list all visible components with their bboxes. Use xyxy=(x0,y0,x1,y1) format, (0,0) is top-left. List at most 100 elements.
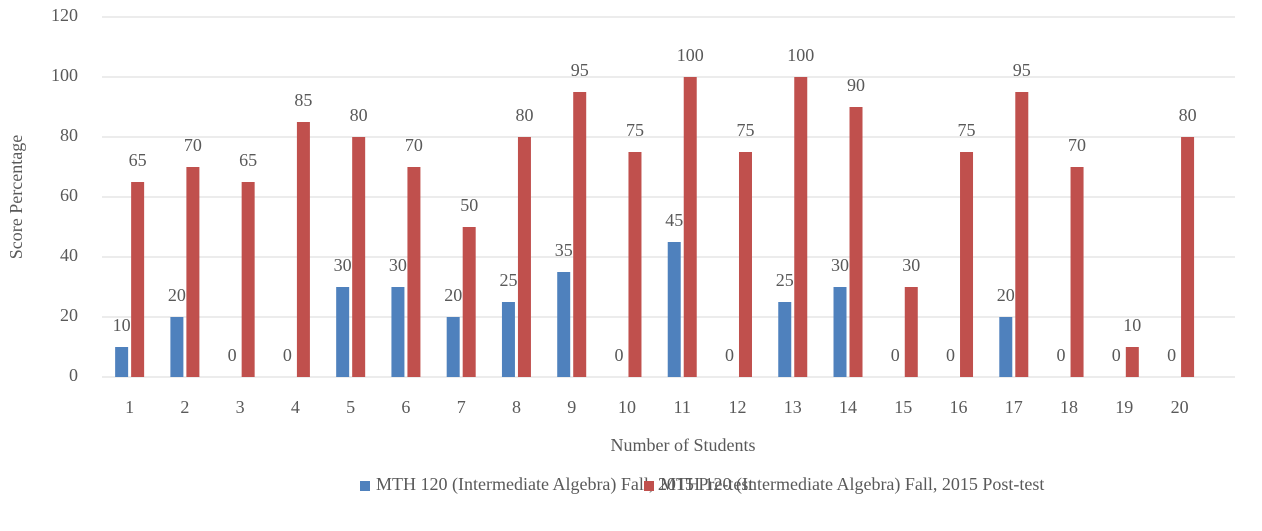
bar xyxy=(738,152,752,377)
data-label: 0 xyxy=(1167,345,1176,365)
bar xyxy=(849,107,863,377)
data-label: 90 xyxy=(847,75,865,95)
data-label: 10 xyxy=(1123,315,1141,335)
x-tick-label: 7 xyxy=(457,397,466,417)
data-label: 30 xyxy=(334,255,352,275)
x-tick-label: 14 xyxy=(839,397,857,417)
bar xyxy=(170,317,184,377)
data-label: 65 xyxy=(239,150,257,170)
bar xyxy=(1181,137,1195,377)
x-tick-label: 6 xyxy=(401,397,410,417)
x-axis-title: Number of Students xyxy=(611,435,756,455)
data-label: 100 xyxy=(677,45,704,65)
y-tick-label: 20 xyxy=(60,305,78,325)
x-tick-label: 13 xyxy=(784,397,802,417)
x-tick-label: 20 xyxy=(1171,397,1189,417)
bar xyxy=(999,317,1013,377)
legend-swatch xyxy=(360,481,370,491)
x-tick-label: 12 xyxy=(728,397,746,417)
bar xyxy=(794,77,808,377)
data-label: 70 xyxy=(184,135,202,155)
bar xyxy=(115,347,129,377)
data-label: 20 xyxy=(168,285,186,305)
data-label: 75 xyxy=(958,120,976,140)
data-label: 20 xyxy=(444,285,462,305)
x-tick-label: 4 xyxy=(291,397,300,417)
legend-swatch xyxy=(644,481,654,491)
x-tick-label: 17 xyxy=(1005,397,1023,417)
data-label: 0 xyxy=(891,345,900,365)
legend-label: MTH 120 (Intermediate Algebra) Fall, 201… xyxy=(376,474,753,495)
bar xyxy=(186,167,200,377)
bar xyxy=(352,137,366,377)
data-label: 80 xyxy=(350,105,368,125)
bar xyxy=(960,152,974,377)
data-label: 0 xyxy=(725,345,734,365)
data-label: 20 xyxy=(997,285,1015,305)
data-label: 0 xyxy=(946,345,955,365)
bar xyxy=(391,287,405,377)
data-label: 70 xyxy=(1068,135,1086,155)
bar xyxy=(407,167,421,377)
bar xyxy=(1015,92,1029,377)
bar xyxy=(1125,347,1139,377)
x-tick-label: 9 xyxy=(567,397,576,417)
bar xyxy=(446,317,460,377)
y-axis-title: Score Percentage xyxy=(6,135,26,259)
legend-label: MTH 120 (Intermediate Algebra) Fall, 201… xyxy=(660,474,1044,495)
data-label: 75 xyxy=(626,120,644,140)
data-label: 0 xyxy=(1057,345,1066,365)
data-label: 25 xyxy=(499,270,517,290)
x-tick-label: 19 xyxy=(1115,397,1133,417)
y-tick-label: 80 xyxy=(60,125,78,145)
data-label: 85 xyxy=(294,90,312,110)
x-tick-label: 5 xyxy=(346,397,355,417)
bar xyxy=(296,122,310,377)
bar xyxy=(517,137,531,377)
bar xyxy=(501,302,515,377)
data-label: 35 xyxy=(555,240,573,260)
data-label: 0 xyxy=(228,345,237,365)
x-tick-label: 2 xyxy=(180,397,189,417)
data-label: 30 xyxy=(902,255,920,275)
bar xyxy=(573,92,587,377)
x-tick-label: 10 xyxy=(618,397,636,417)
x-tick-label: 15 xyxy=(894,397,912,417)
bar xyxy=(778,302,792,377)
y-tick-label: 40 xyxy=(60,245,78,265)
y-tick-label: 0 xyxy=(69,365,78,385)
data-label: 30 xyxy=(831,255,849,275)
y-tick-label: 120 xyxy=(51,5,78,25)
x-tick-label: 16 xyxy=(950,397,968,417)
data-label: 0 xyxy=(614,345,623,365)
data-label: 0 xyxy=(283,345,292,365)
bar xyxy=(336,287,350,377)
bar xyxy=(557,272,571,377)
data-label: 80 xyxy=(1179,105,1197,125)
data-label: 100 xyxy=(787,45,814,65)
x-tick-label: 8 xyxy=(512,397,521,417)
data-label: 95 xyxy=(571,60,589,80)
x-tick-label: 11 xyxy=(674,397,691,417)
x-tick-label: 1 xyxy=(125,397,134,417)
data-label: 30 xyxy=(389,255,407,275)
bar xyxy=(241,182,255,377)
x-tick-label: 3 xyxy=(236,397,245,417)
data-label: 0 xyxy=(1112,345,1121,365)
bar xyxy=(833,287,847,377)
bar xyxy=(904,287,918,377)
data-label: 25 xyxy=(776,270,794,290)
data-label: 65 xyxy=(129,150,147,170)
data-label: 10 xyxy=(113,315,131,335)
bar xyxy=(628,152,642,377)
data-label: 45 xyxy=(665,210,683,230)
x-tick-label: 18 xyxy=(1060,397,1078,417)
y-tick-label: 100 xyxy=(51,65,78,85)
bar xyxy=(131,182,145,377)
bar xyxy=(667,242,681,377)
data-label: 95 xyxy=(1013,60,1031,80)
data-label: 80 xyxy=(515,105,533,125)
data-label: 70 xyxy=(405,135,423,155)
bar xyxy=(683,77,697,377)
